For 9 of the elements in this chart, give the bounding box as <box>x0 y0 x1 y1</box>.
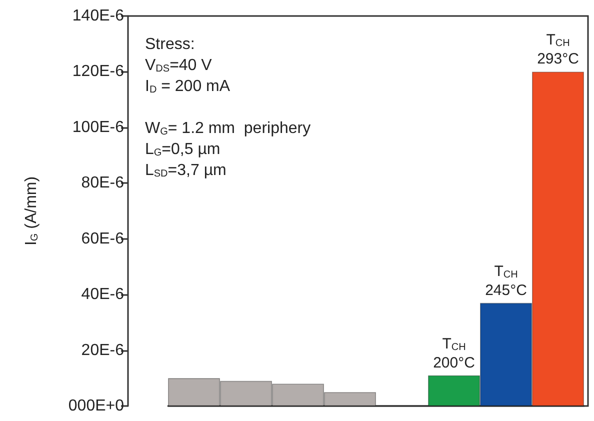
y-tick-label: 140E-6 <box>72 8 124 24</box>
y-tick-label: 80E-6 <box>81 174 124 192</box>
y-tick-label: 120E-6 <box>72 63 124 80</box>
y-tick-label: 60E-6 <box>81 230 124 248</box>
y-tick-label: 20E-6 <box>81 342 124 359</box>
y-tick-label: 100E-6 <box>72 118 124 136</box>
y-axis-title: IG (A/mm) <box>23 176 40 246</box>
y-tick-label: 000E+0 <box>68 398 124 414</box>
y-tick-label: 40E-6 <box>81 286 124 304</box>
